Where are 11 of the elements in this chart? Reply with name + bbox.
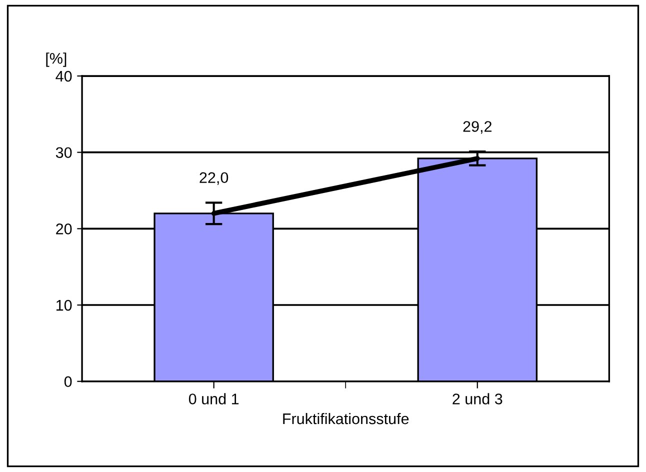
y-tick-label: 40 <box>56 70 72 82</box>
x-tick-label: 0 und 1 <box>188 393 239 404</box>
data-label: 29,2 <box>463 121 492 134</box>
y-tick-label: 0 <box>64 376 72 388</box>
y-tick-label: 10 <box>56 300 72 311</box>
y-axis-title: [%] <box>46 52 66 67</box>
x-tick-label: 2 und 3 <box>452 393 502 404</box>
x-axis-title: Fruktifikationsstufe <box>283 412 409 424</box>
data-label: 22,0 <box>200 172 228 185</box>
y-tick-label: 30 <box>56 147 72 158</box>
y-tick-label: 20 <box>56 224 72 234</box>
